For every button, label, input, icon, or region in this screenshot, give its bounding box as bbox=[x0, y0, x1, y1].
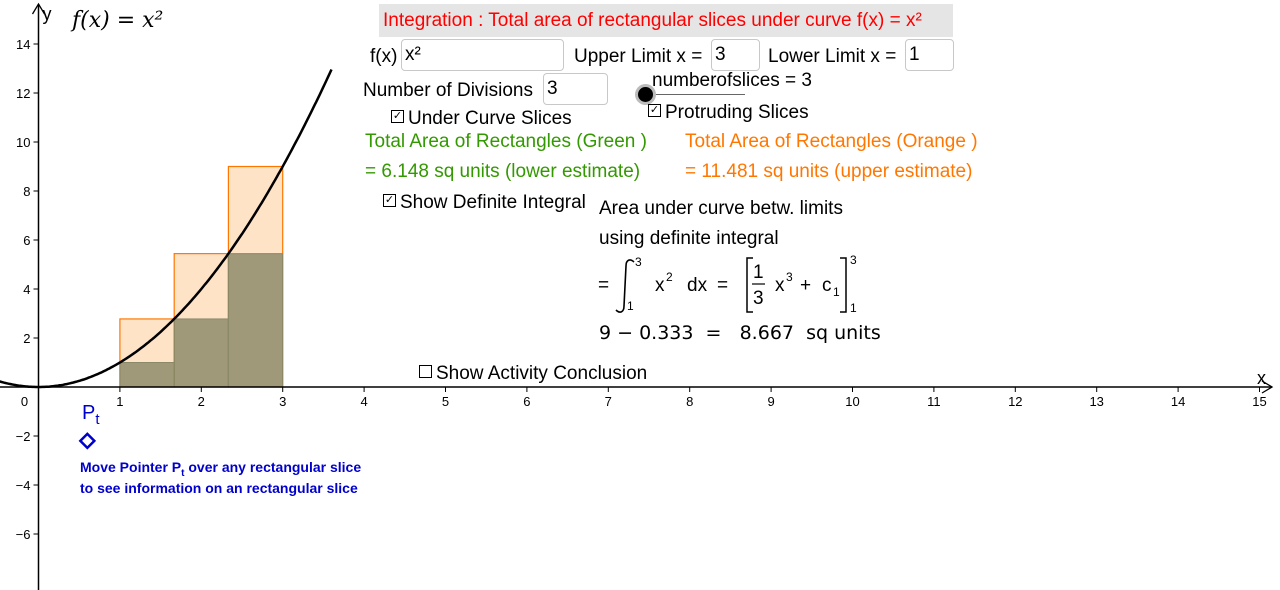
x-tick-label: 1 bbox=[116, 394, 123, 409]
y-tick-label: −6 bbox=[16, 527, 31, 542]
pointer-label: Pt bbox=[82, 402, 100, 428]
show-integral-label: Show Definite Integral bbox=[400, 192, 586, 213]
svg-text:=: = bbox=[717, 275, 728, 296]
svg-text:c: c bbox=[822, 275, 832, 296]
under-curve-checkbox[interactable]: ✓ Under Curve Slices bbox=[391, 108, 572, 130]
x-tick-label: 0 bbox=[21, 394, 28, 409]
y-tick-label: 4 bbox=[23, 282, 30, 297]
y-axis-arrow bbox=[31, 2, 46, 15]
svg-text:dx: dx bbox=[687, 275, 708, 296]
lower-limit-input[interactable]: 1 bbox=[905, 39, 954, 71]
svg-text:1: 1 bbox=[833, 285, 840, 299]
slices-slider-knob[interactable] bbox=[638, 87, 653, 102]
x-tick-label: 2 bbox=[198, 394, 205, 409]
x-tick-label: 7 bbox=[605, 394, 612, 409]
x-axis-label: x bbox=[1257, 368, 1266, 388]
lower-slice-3[interactable] bbox=[227, 253, 284, 388]
show-integral-check-icon[interactable]: ✓ bbox=[383, 194, 396, 208]
divisions-input[interactable]: 3 bbox=[543, 73, 608, 105]
svg-text:3: 3 bbox=[786, 270, 793, 284]
pointer-note-2: to see information on an rectangular sli… bbox=[80, 480, 358, 496]
y-axis-label: y bbox=[43, 4, 52, 24]
y-tick-label: 14 bbox=[16, 37, 30, 52]
svg-text:1: 1 bbox=[627, 299, 634, 313]
page-title: Integration : Total area of rectangular … bbox=[379, 4, 953, 37]
x-tick-label: 3 bbox=[279, 394, 286, 409]
curve-label: f(x) = x² bbox=[72, 8, 164, 33]
slices-slider-track[interactable] bbox=[645, 94, 745, 95]
conclusion-label: Show Activity Conclusion bbox=[436, 363, 648, 384]
protruding-checkbox[interactable]: ✓ Protruding Slices bbox=[648, 102, 809, 124]
integral-formula: = 3 1 x 2 dx = 1 3 x 3 + c 1 3 1 bbox=[598, 253, 857, 315]
lower-slice-2[interactable] bbox=[173, 318, 229, 388]
lower-limit-label: Lower Limit x = bbox=[768, 46, 897, 67]
function-input[interactable]: x² bbox=[401, 39, 564, 71]
protruding-label: Protruding Slices bbox=[665, 102, 809, 123]
green-total-value: = 6.148 sq units (lower estimate) bbox=[365, 161, 641, 182]
x-tick-label: 13 bbox=[1089, 394, 1103, 409]
y-tick-label: −2 bbox=[16, 429, 31, 444]
y-tick-label: 8 bbox=[23, 184, 30, 199]
x-tick-label: 10 bbox=[845, 394, 859, 409]
curve-fx[interactable] bbox=[0, 68, 333, 389]
function-label: f(x) bbox=[370, 46, 398, 67]
slices-slider-label: numberofslices = 3 bbox=[652, 70, 812, 91]
y-tick-label: 10 bbox=[16, 135, 30, 150]
green-total-title: Total Area of Rectangles (Green ) bbox=[365, 131, 647, 152]
x-tick-label: 11 bbox=[927, 394, 941, 409]
x-tick-label: 4 bbox=[360, 394, 367, 409]
orange-total-value: = 11.481 sq units (upper estimate) bbox=[685, 161, 973, 182]
svg-text:1: 1 bbox=[753, 262, 764, 283]
svg-text:2: 2 bbox=[666, 270, 673, 284]
svg-text:+: + bbox=[800, 275, 811, 296]
svg-text:3: 3 bbox=[635, 255, 642, 269]
under-curve-label: Under Curve Slices bbox=[408, 108, 572, 129]
svg-text:x: x bbox=[775, 275, 785, 296]
upper-limit-input[interactable]: 3 bbox=[711, 39, 760, 71]
protruding-check-icon[interactable]: ✓ bbox=[648, 104, 661, 118]
x-tick-label: 8 bbox=[686, 394, 693, 409]
x-tick-label: 6 bbox=[523, 394, 530, 409]
integral-text-1: Area under curve betw. limits bbox=[599, 198, 843, 219]
svg-text:3: 3 bbox=[850, 253, 857, 267]
under-curve-check-icon[interactable]: ✓ bbox=[391, 110, 404, 124]
upper-limit-label: Upper Limit x = bbox=[574, 46, 703, 67]
lower-slice-1[interactable] bbox=[119, 362, 175, 388]
integral-text-2: using definite integral bbox=[599, 228, 779, 249]
x-tick-label: 12 bbox=[1008, 394, 1022, 409]
x-axis-arrow bbox=[1261, 380, 1274, 394]
svg-text:x: x bbox=[655, 275, 665, 296]
orange-total-title: Total Area of Rectangles (Orange ) bbox=[685, 131, 978, 152]
y-tick-label: 12 bbox=[16, 86, 30, 101]
y-tick-label: 6 bbox=[23, 233, 30, 248]
svg-text:1: 1 bbox=[850, 301, 857, 315]
x-tick-label: 5 bbox=[442, 394, 449, 409]
divisions-label: Number of Divisions bbox=[363, 80, 533, 101]
x-tick-label: 15 bbox=[1252, 394, 1266, 409]
pointer-pt[interactable] bbox=[78, 432, 97, 450]
show-integral-checkbox[interactable]: ✓ Show Definite Integral bbox=[383, 192, 586, 214]
integral-result: 9 − 0.333 = 8.667 sq units bbox=[599, 322, 881, 344]
svg-text:=: = bbox=[598, 275, 609, 296]
y-tick-label: −4 bbox=[16, 478, 31, 493]
x-tick-label: 14 bbox=[1171, 394, 1185, 409]
pointer-note-1: Move Pointer Pt over any rectangular sli… bbox=[80, 459, 362, 479]
x-tick-label: 9 bbox=[767, 394, 774, 409]
svg-text:3: 3 bbox=[753, 288, 764, 309]
y-tick-label: 2 bbox=[23, 331, 30, 346]
conclusion-check-icon[interactable] bbox=[419, 365, 432, 379]
conclusion-checkbox[interactable]: Show Activity Conclusion bbox=[419, 363, 647, 385]
